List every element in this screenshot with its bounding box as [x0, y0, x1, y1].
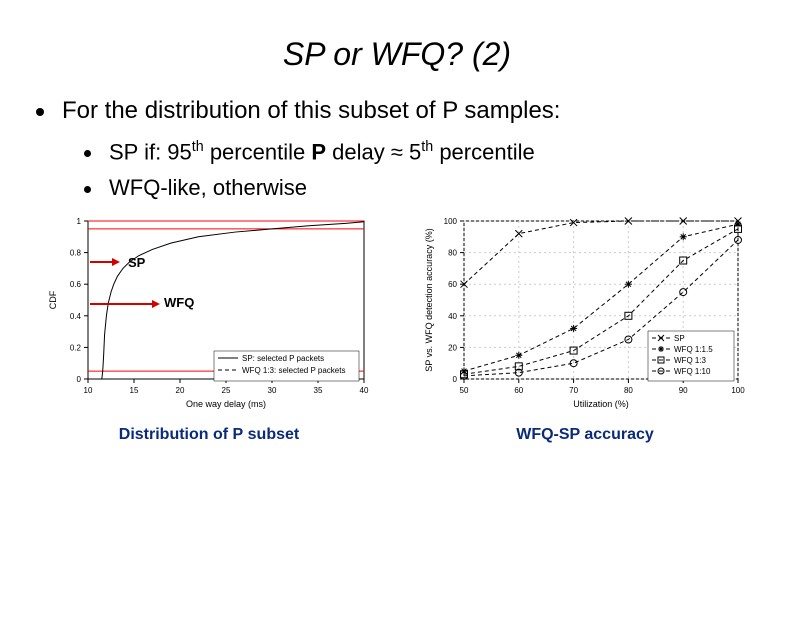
right-caption: WFQ-SP accuracy [420, 426, 750, 444]
svg-text:SP: selected P packets: SP: selected P packets [242, 354, 324, 363]
svg-text:WFQ 1:1.5: WFQ 1:1.5 [674, 345, 713, 354]
bullet-main-text: For the distribution of this subset of P… [62, 97, 560, 124]
left-chart-box: 10 15 20 25 30 35 40 0 0.2 0.4 0.6 0.8 1 One way dela… [44, 211, 374, 444]
svg-text:80: 80 [448, 249, 457, 258]
bullet-dot-icon [84, 150, 91, 157]
svg-text:25: 25 [222, 386, 231, 395]
svg-text:SP vs. WFQ detection accuracy: SP vs. WFQ detection accuracy (%) [424, 229, 434, 372]
charts-row: 10 15 20 25 30 35 40 0 0.2 0.4 0.6 0.8 1 One way dela… [0, 211, 794, 444]
svg-text:60: 60 [514, 386, 523, 395]
svg-text:40: 40 [360, 386, 369, 395]
svg-text:1: 1 [77, 217, 82, 226]
arrow-head-icon [112, 258, 120, 266]
annot-wfq: WFQ [164, 295, 194, 310]
annot-sp: SP [128, 255, 145, 270]
cdf-chart: 10 15 20 25 30 35 40 0 0.2 0.4 0.6 0.8 1 One way dela… [44, 211, 374, 411]
svg-text:WFQ 1:10: WFQ 1:10 [674, 367, 711, 376]
arrow-head-icon [152, 300, 160, 308]
svg-text:30: 30 [268, 386, 277, 395]
text: delay ≈ 5 [326, 139, 421, 164]
svg-text:0.2: 0.2 [70, 344, 82, 353]
svg-text:0.6: 0.6 [70, 281, 82, 290]
svg-text:0.4: 0.4 [70, 312, 82, 321]
text: WFQ-like, otherwise [109, 175, 307, 200]
bullet-main: For the distribution of this subset of P… [36, 97, 794, 125]
svg-text:70: 70 [569, 386, 578, 395]
text: percentile [204, 139, 312, 164]
text: percentile [433, 139, 535, 164]
svg-text:100: 100 [731, 386, 745, 395]
bullet-dot-icon [84, 186, 91, 193]
svg-text:20: 20 [176, 386, 185, 395]
svg-text:Utilization (%): Utilization (%) [573, 399, 629, 409]
arrow-line [90, 303, 152, 305]
svg-text:0: 0 [77, 375, 82, 384]
text-bold: P [311, 139, 326, 164]
right-chart-box: 50 60 70 80 90 100 0 20 40 60 80 100 Utilization (%)… [420, 211, 750, 444]
caption-text: Distribution of P subset [119, 426, 299, 443]
sup: th [421, 139, 433, 155]
bullet-dot-icon [36, 108, 44, 116]
svg-text:One way delay (ms): One way delay (ms) [186, 399, 266, 409]
svg-text:WFQ 1:3: selected P packets: WFQ 1:3: selected P packets [242, 366, 345, 375]
svg-text:40: 40 [448, 312, 457, 321]
svg-text:80: 80 [624, 386, 633, 395]
sup: th [192, 139, 204, 155]
svg-text:35: 35 [314, 386, 323, 395]
left-caption: Distribution of P subset [44, 426, 374, 444]
svg-text:50: 50 [460, 386, 469, 395]
accuracy-chart: 50 60 70 80 90 100 0 20 40 60 80 100 Utilization (%)… [420, 211, 750, 411]
svg-text:60: 60 [448, 281, 457, 290]
svg-text:CDF: CDF [48, 291, 58, 310]
svg-text:20: 20 [448, 344, 457, 353]
text: SP if: 95 [109, 139, 192, 164]
svg-text:100: 100 [444, 217, 458, 226]
svg-text:0: 0 [453, 375, 458, 384]
svg-text:SP: SP [674, 334, 685, 343]
arrow-line [90, 261, 112, 263]
svg-text:0.8: 0.8 [70, 249, 82, 258]
svg-text:WFQ 1:3: WFQ 1:3 [674, 356, 707, 365]
bullet-sub-2: WFQ-like, otherwise [84, 175, 794, 201]
page-title: SP or WFQ? (2) [0, 36, 794, 73]
svg-text:10: 10 [84, 386, 93, 395]
svg-text:15: 15 [130, 386, 139, 395]
bullet-sub-1: SP if: 95th percentile P delay ≈ 5th per… [84, 139, 794, 165]
svg-text:90: 90 [679, 386, 688, 395]
